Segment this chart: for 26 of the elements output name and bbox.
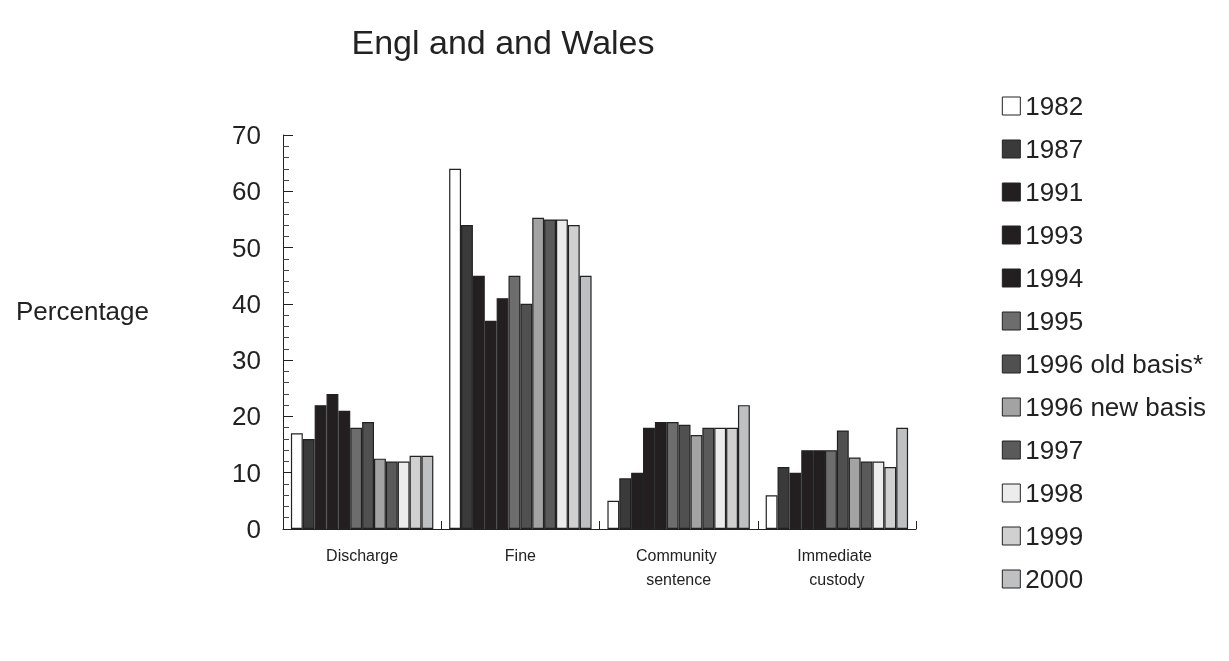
y-tick-label: 20 xyxy=(232,401,261,432)
y-tick-label: 70 xyxy=(232,120,261,150)
y-tick-label: 40 xyxy=(232,288,261,319)
x-tick-label: Immediate custody xyxy=(797,546,877,588)
chart-title: Engl and and Wales xyxy=(351,23,655,61)
legend-label: 1996 old basis* xyxy=(1025,349,1204,379)
legend-label: 1995 xyxy=(1025,306,1084,336)
y-tick-label: 30 xyxy=(232,345,261,376)
legend-label: 1987 xyxy=(1025,134,1084,164)
legend-label: 1998 xyxy=(1025,478,1084,508)
y-tick-label: 10 xyxy=(232,457,261,488)
legend-label: 2000 xyxy=(1025,564,1084,594)
y-tick-label: 60 xyxy=(232,176,261,207)
x-tick-label: Community sentence xyxy=(635,546,722,588)
y-tick-label: 50 xyxy=(232,232,261,263)
legend-label: 1996 new basis xyxy=(1025,392,1207,422)
legend-label: 1991 xyxy=(1025,177,1084,207)
legend-label: 1993 xyxy=(1025,220,1084,250)
x-tick-label: Fine xyxy=(504,546,537,564)
legend-label: 1982 xyxy=(1025,91,1084,121)
legend-label: 1994 xyxy=(1025,263,1084,293)
x-tick-label: Discharge xyxy=(326,546,399,564)
y-tick-label: 0 xyxy=(246,514,261,544)
legend-label: 1999 xyxy=(1025,521,1084,551)
legend-label: 1997 xyxy=(1025,435,1084,465)
y-axis-title: Percentage xyxy=(16,296,149,326)
